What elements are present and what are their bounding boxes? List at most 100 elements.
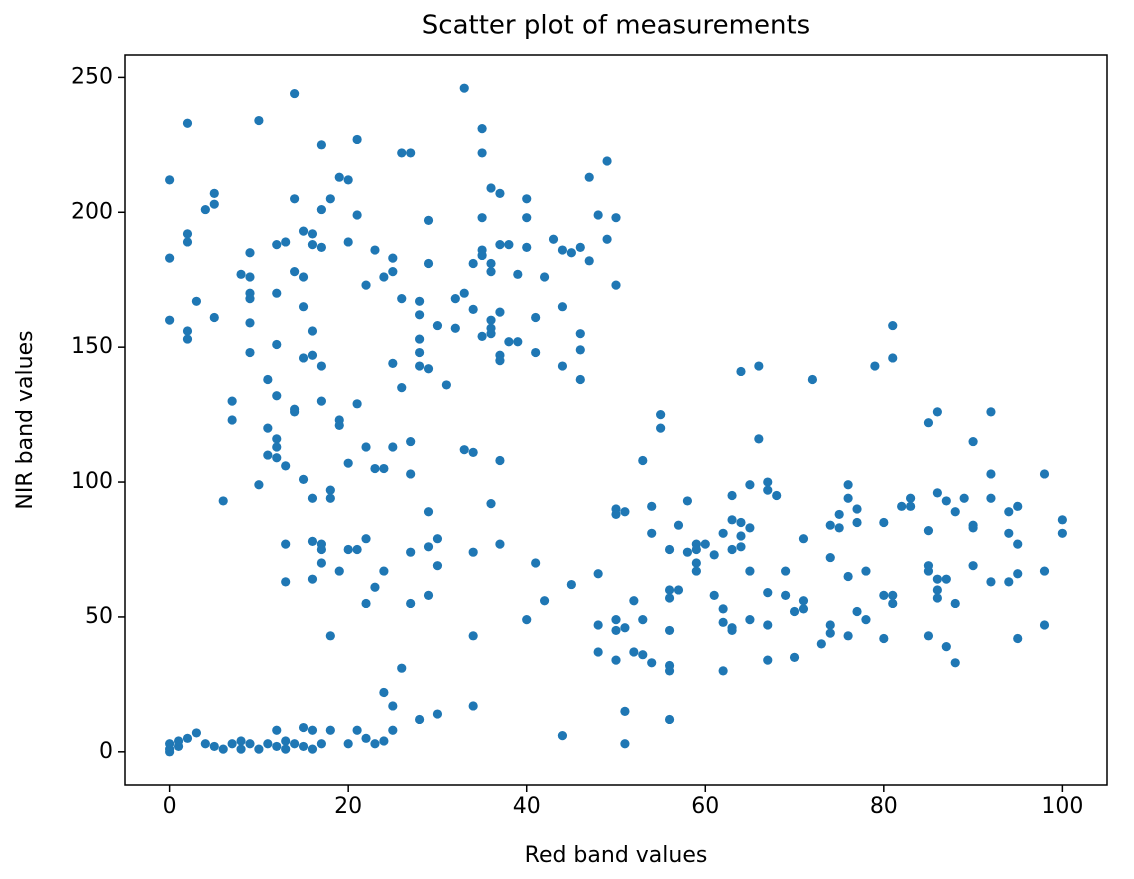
point	[664, 666, 675, 676]
point	[1057, 515, 1067, 525]
point	[388, 725, 398, 735]
point	[1004, 577, 1014, 587]
point	[575, 345, 585, 355]
point	[557, 361, 568, 371]
point	[745, 480, 755, 490]
point	[781, 590, 791, 600]
point	[611, 625, 621, 636]
point	[932, 488, 942, 498]
point	[727, 544, 737, 555]
point	[182, 326, 193, 336]
point	[950, 507, 960, 517]
point	[307, 725, 318, 735]
x-tick-label: 100	[1041, 794, 1083, 819]
point	[191, 296, 202, 306]
point	[307, 744, 318, 754]
point	[941, 496, 951, 506]
y-tick-label: 200	[71, 199, 113, 224]
point	[432, 534, 443, 544]
point	[432, 320, 443, 331]
point	[986, 577, 996, 587]
point	[281, 744, 291, 754]
point	[816, 639, 826, 649]
point	[923, 566, 934, 576]
point	[468, 258, 478, 269]
point	[495, 455, 505, 466]
point	[682, 496, 693, 506]
point	[298, 741, 309, 752]
point	[843, 493, 853, 503]
point	[334, 566, 344, 576]
point	[736, 531, 746, 541]
point	[950, 658, 960, 668]
point	[343, 175, 353, 185]
point	[281, 577, 291, 587]
point	[298, 302, 309, 312]
point	[1057, 528, 1067, 538]
point	[388, 701, 398, 711]
point	[888, 590, 898, 600]
point	[763, 655, 773, 665]
point	[673, 520, 684, 530]
point	[272, 339, 282, 350]
point	[415, 296, 425, 306]
point	[727, 515, 737, 525]
point	[522, 194, 532, 204]
point	[593, 647, 603, 657]
point	[316, 361, 326, 371]
point	[638, 615, 648, 625]
point	[638, 650, 648, 660]
point	[557, 245, 568, 255]
point	[227, 396, 237, 406]
point	[307, 326, 318, 336]
point	[263, 450, 273, 460]
point	[263, 739, 273, 749]
point	[664, 714, 675, 725]
point	[495, 188, 505, 198]
point	[290, 407, 300, 417]
point	[638, 455, 648, 466]
point	[316, 204, 326, 215]
y-tick-label: 250	[71, 64, 113, 89]
point	[165, 175, 175, 185]
point	[754, 434, 764, 444]
point	[263, 374, 273, 385]
point	[1004, 528, 1014, 538]
point	[245, 347, 255, 358]
point	[388, 358, 398, 368]
point	[522, 213, 532, 223]
point	[834, 509, 844, 520]
point	[200, 739, 210, 749]
point	[379, 687, 389, 698]
point	[459, 83, 469, 93]
point	[888, 353, 898, 363]
point	[1039, 469, 1050, 479]
point	[165, 253, 175, 263]
point	[379, 463, 389, 474]
point	[584, 256, 594, 266]
point	[290, 88, 300, 99]
point	[209, 199, 219, 209]
point	[361, 598, 371, 609]
point	[316, 140, 326, 150]
point	[245, 318, 255, 328]
point	[691, 558, 701, 568]
point	[923, 631, 934, 641]
point	[932, 593, 942, 603]
point	[316, 242, 326, 252]
point	[664, 625, 675, 636]
point	[932, 585, 942, 595]
point	[763, 588, 773, 598]
point	[307, 493, 318, 503]
point	[290, 194, 300, 204]
x-axis-label: Red band values	[525, 843, 708, 868]
point	[611, 280, 621, 290]
point	[861, 566, 871, 576]
point	[647, 658, 657, 668]
x-tick-label: 20	[334, 794, 362, 819]
point	[343, 458, 353, 468]
point	[307, 240, 318, 250]
point	[182, 237, 193, 247]
point	[647, 501, 657, 511]
point	[727, 490, 737, 501]
